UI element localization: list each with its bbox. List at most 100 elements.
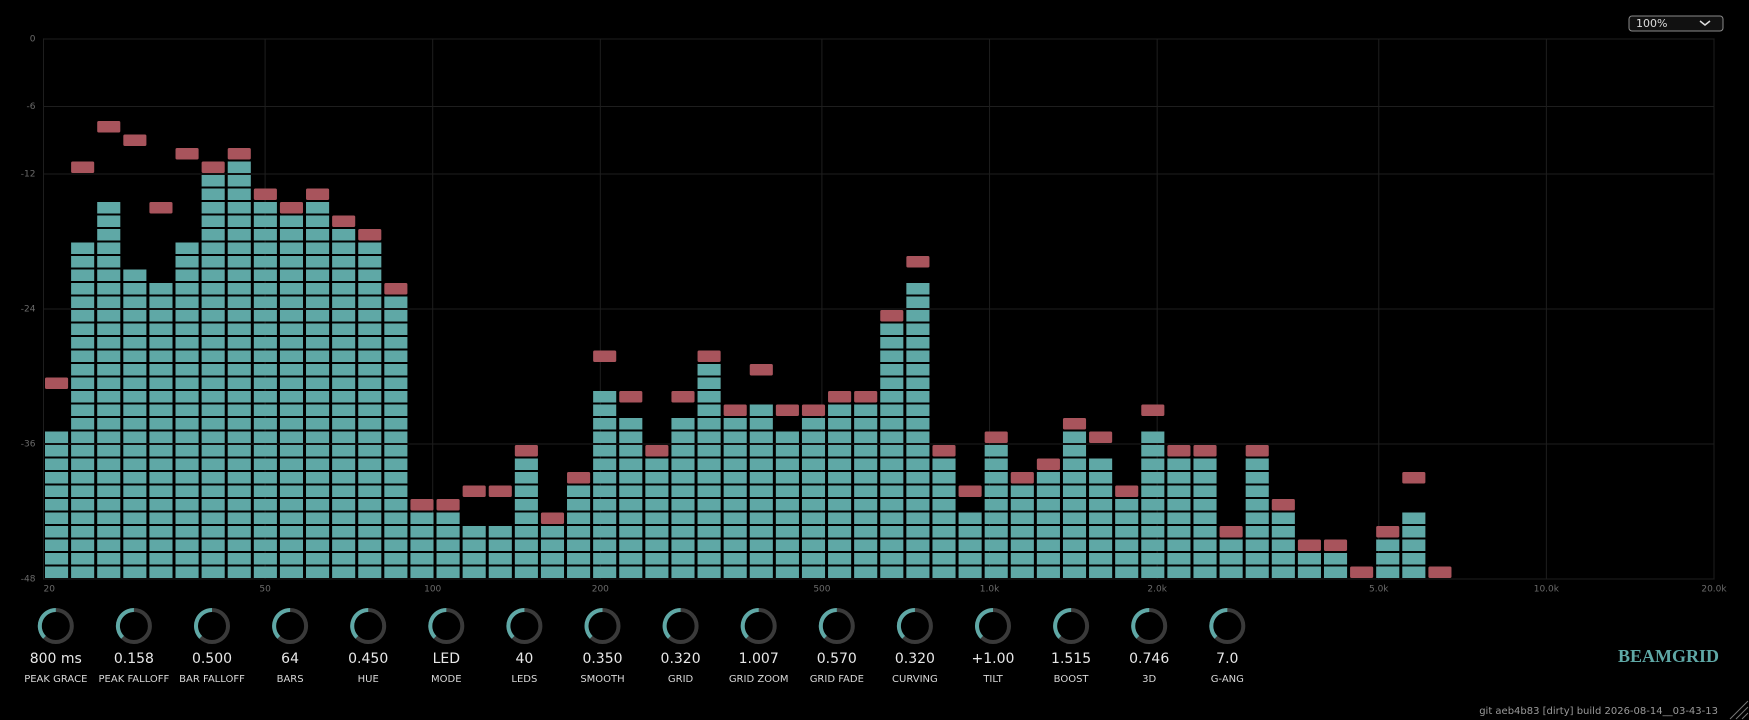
knob-arc[interactable]	[506, 608, 525, 639]
knob-value[interactable]: 800 ms	[30, 651, 82, 667]
peak-marker	[723, 404, 747, 416]
knob-arc[interactable]	[272, 608, 291, 639]
bar	[723, 417, 747, 579]
bar	[1219, 538, 1243, 579]
dropdown-value[interactable]: 100%	[1636, 17, 1667, 30]
peak-marker	[358, 229, 382, 241]
knob-control[interactable]: 0.500 BAR FALLOFF	[179, 608, 245, 685]
knob-control[interactable]: 0.350 SMOOTH	[580, 608, 625, 685]
knob-value[interactable]: 0.350	[582, 651, 622, 667]
bar	[1402, 511, 1426, 579]
knob-control[interactable]: 0.158 PEAK FALLOFF	[99, 608, 170, 685]
bar	[958, 511, 982, 579]
peak-marker	[1115, 485, 1139, 497]
knob-control[interactable]: LED MODE	[428, 608, 465, 685]
knob-label[interactable]: SMOOTH	[580, 674, 624, 685]
knob-arc[interactable]	[1131, 608, 1150, 639]
knob-arc[interactable]	[584, 608, 603, 639]
peak-marker	[436, 499, 460, 511]
knob-label[interactable]: PEAK GRACE	[24, 674, 87, 685]
dropdown-box[interactable]	[1628, 15, 1724, 32]
bar	[1167, 457, 1191, 579]
resize-grip[interactable]	[1729, 700, 1749, 720]
peak-marker	[462, 485, 486, 497]
knob-label[interactable]: CURVING	[892, 674, 938, 685]
x-tick-label: 200	[592, 585, 609, 595]
knob-label[interactable]: LEDS	[511, 674, 537, 685]
knob-control[interactable]: 1.515 BOOST	[1051, 608, 1091, 685]
peak-marker	[697, 350, 721, 362]
knob-control[interactable]: 0.570 GRID FADE	[810, 608, 864, 685]
y-tick-label: -12	[21, 170, 36, 180]
knob-value[interactable]: 1.515	[1051, 651, 1091, 667]
knob-value[interactable]: 0.746	[1129, 651, 1169, 667]
peak-marker	[906, 256, 930, 268]
knob-value[interactable]: LED	[433, 651, 460, 667]
knob-value[interactable]: 0.500	[192, 651, 232, 667]
bar	[149, 282, 173, 579]
knob-control[interactable]: 64 BARS	[272, 608, 309, 685]
knob-control[interactable]: 0.320 GRID	[661, 608, 701, 685]
knob-control[interactable]: 0.746 3D	[1129, 608, 1169, 685]
bar	[123, 268, 147, 579]
knob-label[interactable]: 3D	[1142, 674, 1156, 685]
knob-control[interactable]: 800 ms PEAK GRACE	[24, 608, 87, 685]
knob-control[interactable]: 40 LEDS	[506, 608, 543, 685]
bar	[828, 403, 852, 579]
knob-value[interactable]: 0.320	[895, 651, 935, 667]
knob-label[interactable]: BARS	[277, 674, 304, 685]
peak-marker	[593, 350, 617, 362]
knob-label[interactable]: G-ANG	[1211, 674, 1244, 685]
dropdown-arrow[interactable]	[1699, 20, 1711, 26]
knob-value[interactable]: 7.0	[1216, 651, 1238, 667]
knob-arc[interactable]	[350, 608, 369, 639]
knob-arc[interactable]	[115, 608, 135, 639]
knob-control[interactable]: 0.320 CURVING	[892, 608, 938, 685]
bar	[1089, 457, 1113, 579]
knob-value[interactable]: 40	[515, 651, 533, 667]
knob-control[interactable]: 7.0 G-ANG	[1209, 608, 1246, 685]
knob-value[interactable]: 0.158	[114, 651, 154, 667]
knob-label[interactable]: MODE	[431, 674, 462, 685]
x-tick-label: 50	[259, 585, 271, 595]
knob-arc[interactable]	[975, 608, 994, 639]
bar	[227, 160, 251, 579]
bar	[279, 214, 304, 579]
bar	[436, 511, 460, 579]
knob-control[interactable]: +1.00 TILT	[972, 608, 1015, 685]
knob-label[interactable]: BOOST	[1054, 674, 1090, 685]
knob-label[interactable]: TILT	[982, 674, 1003, 685]
knob-value[interactable]: 64	[281, 651, 299, 667]
bar	[306, 201, 330, 579]
knob-value[interactable]: +1.00	[972, 651, 1015, 667]
zoom-dropdown[interactable]: 100%	[1628, 15, 1724, 32]
knob-value[interactable]: 1.007	[739, 651, 779, 667]
knob-label[interactable]: GRID	[668, 674, 694, 685]
knob-arc[interactable]	[37, 608, 56, 639]
peak-marker	[828, 391, 852, 403]
knob-value[interactable]: 0.570	[817, 651, 857, 667]
bar	[1141, 430, 1165, 579]
knob-control[interactable]: 0.450 HUE	[348, 608, 388, 685]
knob-arc[interactable]	[1209, 608, 1228, 639]
knob-label[interactable]: HUE	[358, 674, 379, 685]
knob-arc[interactable]	[194, 608, 213, 639]
knob-label[interactable]: BAR FALLOFF	[179, 674, 245, 685]
knob-value[interactable]: 0.450	[348, 651, 388, 667]
bar	[540, 525, 565, 579]
knob-value[interactable]: 0.320	[661, 651, 701, 667]
x-tick-label: 1.0k	[980, 585, 1000, 595]
knob-label[interactable]: GRID FADE	[810, 674, 864, 685]
knob-arc[interactable]	[662, 608, 681, 639]
knob-arc[interactable]	[1053, 608, 1072, 639]
knob-label[interactable]: PEAK FALLOFF	[99, 674, 170, 685]
knob-label[interactable]: GRID ZOOM	[729, 674, 789, 685]
knob-control[interactable]: 1.007 GRID ZOOM	[729, 608, 789, 685]
knob-arc[interactable]	[428, 608, 447, 639]
peak-marker	[201, 161, 225, 173]
peak-marker	[932, 445, 956, 457]
knob-arc[interactable]	[740, 608, 759, 639]
knob-arc[interactable]	[896, 608, 916, 639]
knob-arc[interactable]	[818, 608, 837, 639]
